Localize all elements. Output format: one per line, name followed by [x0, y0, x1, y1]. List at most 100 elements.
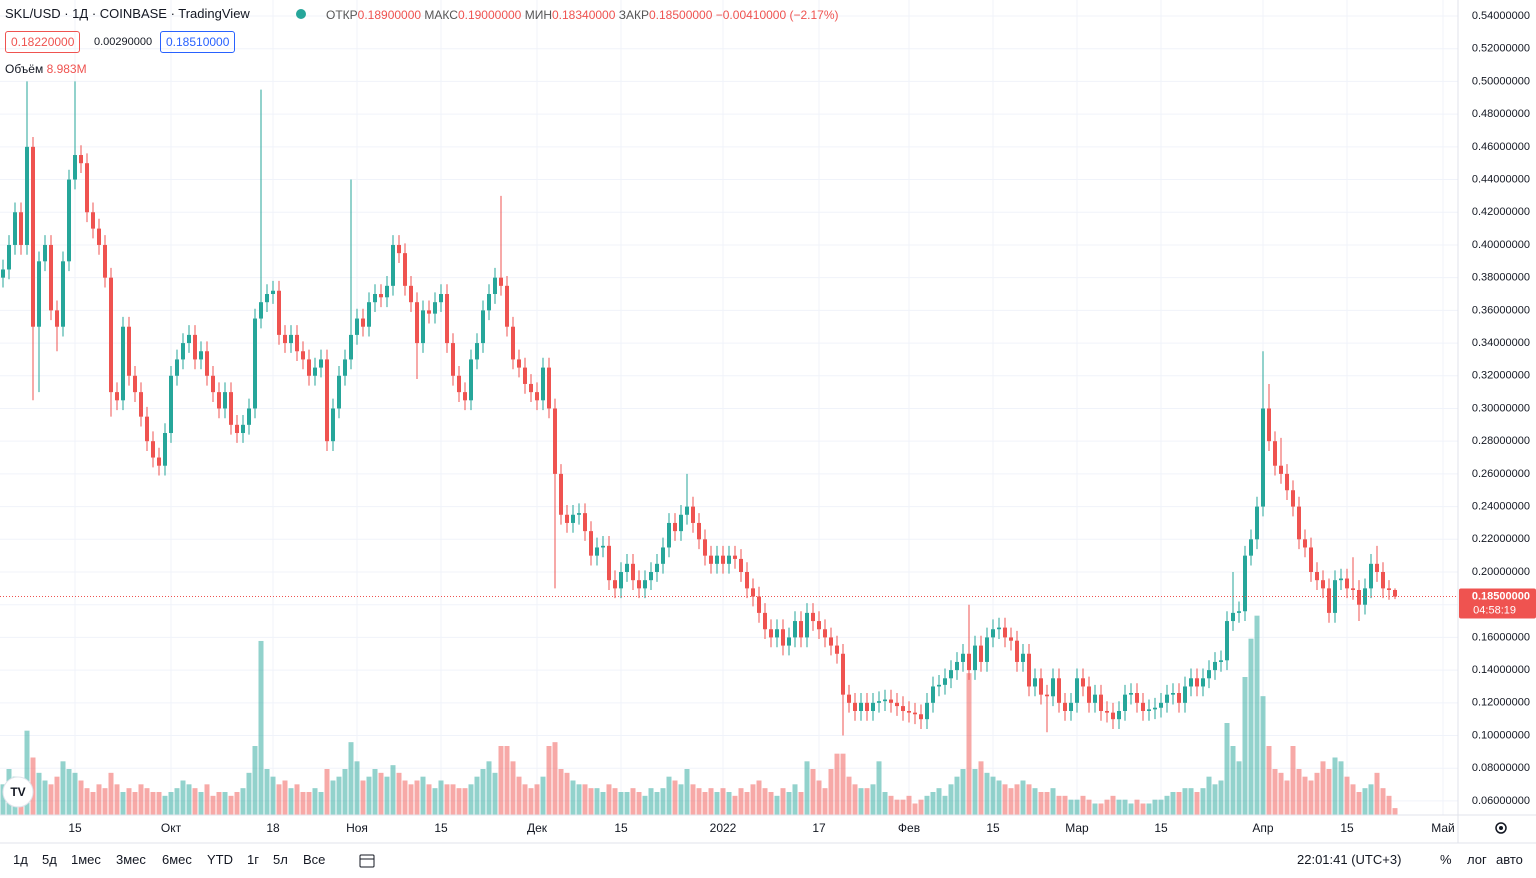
candle-body [955, 661, 959, 671]
volume-bar [1206, 776, 1212, 815]
candle-body [1195, 678, 1199, 687]
volume-bar [930, 792, 936, 815]
bid-button[interactable]: 0.18220000 [5, 31, 81, 53]
volume-bar [1224, 723, 1230, 815]
ask-button[interactable]: 0.18510000 [160, 31, 236, 53]
volume-bar [90, 792, 96, 815]
candle-body [823, 629, 827, 638]
range-button[interactable]: 5д [42, 852, 57, 867]
candle-body [685, 506, 689, 515]
volume-bar [606, 784, 612, 815]
candle-body [67, 179, 71, 262]
x-tick-label: 17 [812, 821, 826, 835]
candle-body [505, 285, 509, 327]
volume-bar [726, 792, 732, 815]
candle-body [169, 375, 173, 434]
volume-bar [1260, 696, 1266, 815]
volume-bar [804, 761, 810, 815]
volume-bar [1056, 795, 1062, 815]
candle-body [421, 310, 425, 344]
scale-option[interactable]: % [1440, 852, 1452, 867]
volume-bar [864, 788, 870, 815]
y-tick-label: 0.16000000 [1472, 631, 1530, 643]
volume-bar [660, 788, 666, 815]
range-button[interactable]: 5л [273, 852, 288, 867]
candle-body [1045, 694, 1049, 697]
volume-bar [294, 784, 300, 815]
volume-bar [288, 788, 294, 815]
candle-body [757, 596, 761, 613]
y-tick-label: 0.28000000 [1472, 435, 1530, 447]
symbol-title: SKL/USD · 1Д · COINBASE · TradingView [5, 6, 250, 21]
candle-body [901, 706, 905, 711]
candle-body [625, 563, 629, 573]
candle-body [319, 359, 323, 368]
candle-body [25, 146, 29, 245]
candle-body [361, 318, 365, 327]
candle-body [721, 555, 725, 564]
candle-body [1021, 653, 1025, 662]
x-tick-label: 15 [1154, 821, 1168, 835]
tradingview-logo[interactable]: TV [2, 776, 34, 808]
candle-body [1183, 686, 1187, 703]
clock: 22:01:41 (UTC+3) [1297, 852, 1402, 867]
range-button[interactable]: 1г [247, 852, 259, 867]
candle-body [1123, 694, 1127, 711]
range-button[interactable]: 1д [13, 852, 28, 867]
x-tick-label: Ноя [346, 821, 368, 835]
candle-body [1279, 465, 1283, 474]
candle-body [1051, 678, 1055, 697]
volume-bar [834, 753, 840, 815]
candle-body [1237, 611, 1241, 613]
scale-option[interactable]: лог [1467, 852, 1487, 867]
candle-body [1261, 408, 1265, 507]
candle-body [265, 294, 269, 303]
candle-body [1105, 710, 1109, 713]
volume-bar [198, 792, 204, 815]
range-button[interactable]: YTD [207, 852, 233, 867]
volume-bar [1188, 788, 1194, 815]
candle-body [139, 392, 143, 417]
candle-body [103, 244, 107, 278]
volume-bar [1218, 780, 1224, 815]
range-button[interactable]: 3мес [116, 852, 146, 867]
volume-bar [1344, 776, 1350, 815]
candle-body [967, 653, 971, 671]
settings-icon[interactable] [1495, 822, 1507, 834]
candle-body [847, 694, 851, 703]
candle-body [583, 513, 587, 532]
candle-body [925, 702, 929, 720]
volume-bar [270, 776, 276, 815]
volume-bar [468, 784, 474, 815]
volume-bar [492, 772, 498, 815]
volume-bar [0, 784, 6, 815]
volume-bar [120, 792, 126, 815]
volume-bar [828, 769, 834, 815]
volume-bar [174, 788, 180, 815]
volume-bar [1326, 769, 1332, 815]
candle-body [679, 514, 683, 532]
volume-bar [612, 788, 618, 815]
candle-body [463, 392, 467, 401]
ohlc-label: МИН [524, 8, 552, 22]
volume-bar [870, 784, 876, 815]
date-range-icon[interactable] [359, 854, 375, 868]
candle-body [541, 367, 545, 401]
candle-body [781, 629, 785, 646]
candle-body [799, 621, 803, 638]
volume-bar [798, 792, 804, 815]
candle-body [895, 702, 899, 707]
volume-bar [570, 780, 576, 815]
volume-bar [360, 780, 366, 815]
candle-body [559, 473, 563, 515]
range-button[interactable]: 1мес [71, 852, 101, 867]
volume-bar [840, 753, 846, 815]
candle-body [199, 351, 203, 360]
range-button[interactable]: Все [303, 852, 326, 867]
volume-bar [624, 792, 630, 815]
scale-option[interactable]: авто [1496, 852, 1523, 867]
volume-bar [990, 776, 996, 815]
range-button[interactable]: 6мес [162, 852, 192, 867]
volume-bar [1266, 746, 1272, 815]
candle-body [223, 392, 227, 409]
